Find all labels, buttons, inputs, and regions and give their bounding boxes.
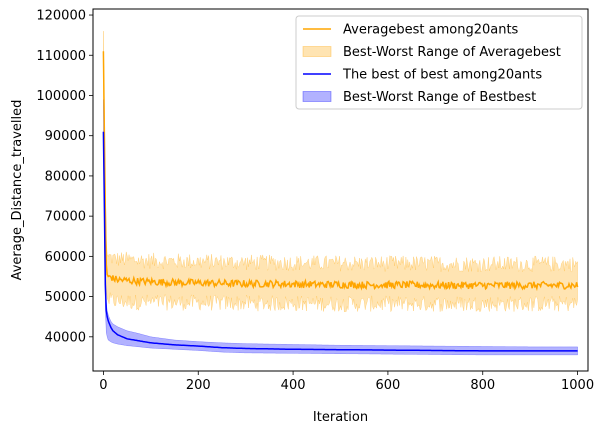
legend: Averagebest among20ants Best-Worst Range … <box>295 15 583 110</box>
y-tick-label: 110000 <box>36 49 86 64</box>
band-1 <box>103 99 578 356</box>
y-tick-label: 60000 <box>45 250 86 265</box>
series-line-0 <box>102 51 579 292</box>
legend-band-swatch <box>302 46 332 57</box>
x-tick-label: 800 <box>470 378 495 393</box>
y-tick-label: 100000 <box>36 89 86 104</box>
legend-label: The best of best among20ants <box>342 68 542 83</box>
x-tick-label: 200 <box>186 378 211 393</box>
legend-label: Best-Worst Range of Bestbest <box>343 90 536 105</box>
legend-band-swatch <box>302 91 332 102</box>
x-tick-label: 1000 <box>561 378 594 393</box>
x-tick-label: 0 <box>99 378 107 393</box>
plot-area <box>102 31 579 356</box>
y-tick-label: 120000 <box>36 9 86 24</box>
x-axis-label: Iteration <box>313 410 368 425</box>
y-tick-label: 50000 <box>45 290 86 305</box>
y-tick-label: 80000 <box>45 169 86 184</box>
legend-label: Averagebest among20ants <box>343 23 519 38</box>
y-tick-label: 40000 <box>45 330 86 345</box>
legend-label: Best-Worst Range of Averagebest <box>343 45 561 60</box>
legend-box <box>295 15 583 110</box>
axes-frame <box>92 8 589 372</box>
y-axis-label: Average_Distance_travelled <box>10 100 25 281</box>
series-line-1 <box>102 131 578 352</box>
y-tick-label: 90000 <box>45 129 86 144</box>
x-tick-label: 600 <box>375 378 400 393</box>
ticks: 0 200 400 600 800 1000 40000 50000 60000 70000 800… <box>36 9 594 393</box>
y-tick-label: 70000 <box>45 210 86 225</box>
x-tick-label: 400 <box>281 378 306 393</box>
